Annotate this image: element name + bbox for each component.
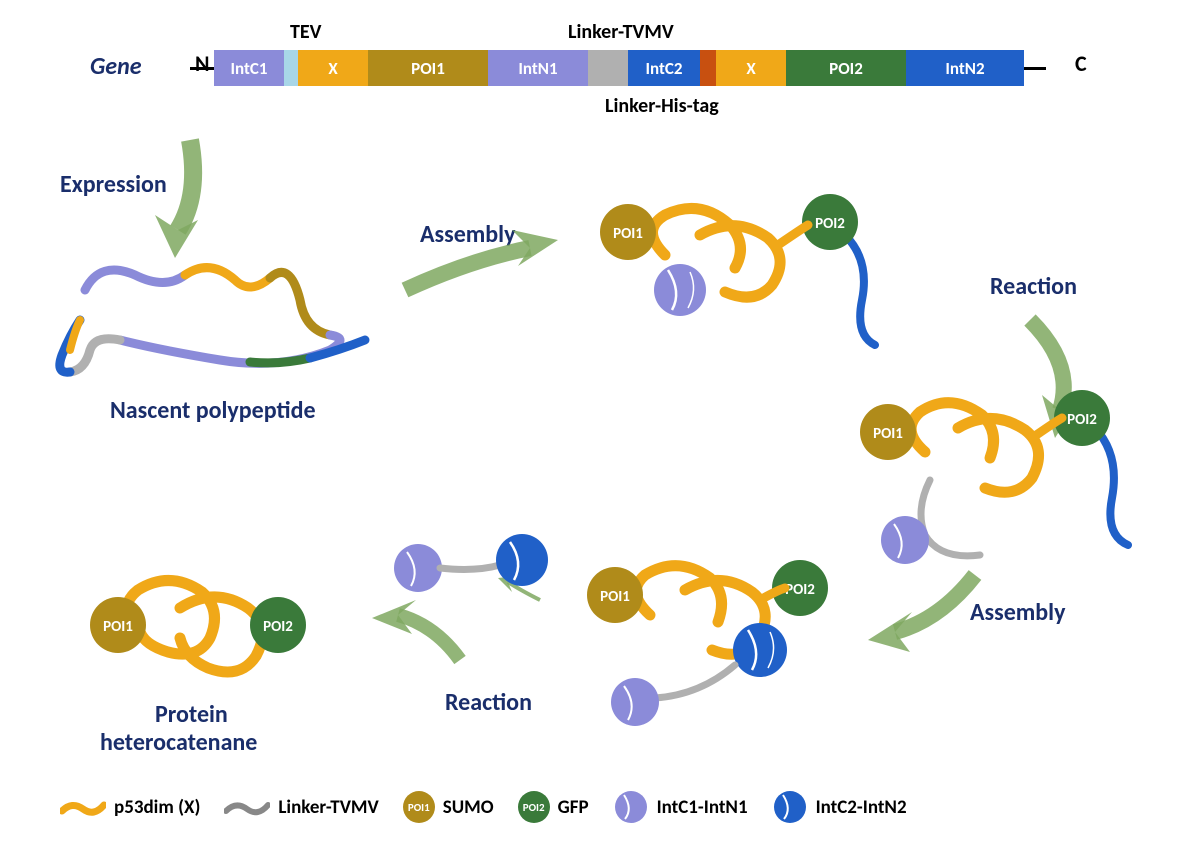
gene-seg-6: IntC2 [628,50,700,86]
annot-linker-his: Linker-His-tag [605,94,719,118]
step-reaction-2: Reaction [445,688,532,717]
gene-seg-8: X [716,50,786,86]
c-terminal: C [1075,50,1087,77]
annot-linker-tvmv: Linker-TVMV [568,20,674,44]
legend-linker-label: Linker-TVMV [278,796,378,819]
step-reaction-1: Reaction [990,272,1077,301]
legend-intc1n1-label: IntC1-IntN1 [657,796,748,819]
legend-sumo-label: SUMO [443,796,494,819]
state-reaction-1: POI1 POI2 [860,390,1128,564]
state-nascent: Nascent polypeptide [110,396,316,425]
legend-gfp: POI2 GFP [518,791,589,823]
gene-seg-7 [700,50,716,86]
gene-seg-2: X [298,50,368,86]
svg-text:POI1: POI1 [613,225,643,243]
svg-text:POI2: POI2 [1067,411,1097,429]
state-assembled-2: POI1 POI2 [587,560,828,726]
gene-label: Gene [90,52,142,81]
legend-linker: Linker-TVMV [224,796,378,819]
state-hetero-1: Protein [155,700,228,729]
step-expression: Expression [60,170,167,199]
svg-text:POI1: POI1 [600,588,630,606]
legend-poi2-icon: POI2 [518,791,550,823]
step-assembly-2: Assembly [970,598,1065,627]
gene-seg-1 [284,50,298,86]
nascent-polypeptide [60,268,365,373]
legend-sumo: POI1 SUMO [403,791,494,823]
legend-intc2n2-label: IntC2-IntN2 [816,796,907,819]
legend-p53dim-label: p53dim (X) [114,796,200,819]
legend-intc2n2: IntC2-IntN2 [772,789,907,825]
svg-text:POI2: POI2 [815,215,845,233]
gene-construct-bar: IntC1XPOI1IntN1IntC2XPOI2IntN2 [190,50,1046,86]
released-byproduct [394,534,548,592]
svg-text:POI2: POI2 [785,581,815,599]
gene-seg-10: IntN2 [906,50,1024,86]
gene-seg-0: IntC1 [214,50,284,86]
gene-seg-4: IntN1 [488,50,588,86]
gene-line-right [1024,67,1046,70]
legend-gfp-label: GFP [558,796,589,819]
gene-line-left [190,67,214,70]
gene-seg-9: POI2 [786,50,906,86]
step-assembly-1: Assembly [420,220,515,249]
svg-text:POI1: POI1 [103,618,133,636]
protein-heterocatenane: POI1 POI2 [90,580,306,672]
state-assembled-1: POI1 POI2 [600,194,875,345]
legend-p53dim: p53dim (X) [60,796,200,819]
gene-seg-3: POI1 [368,50,488,86]
annot-tev: TEV [290,20,321,44]
legend-poi1-icon: POI1 [403,791,435,823]
gene-seg-5 [588,50,628,86]
svg-text:POI1: POI1 [873,425,903,443]
legend-intc1n1: IntC1-IntN1 [613,789,748,825]
legend: p53dim (X) Linker-TVMV POI1 SUMO POI2 GF… [60,789,1160,825]
state-hetero-2: heterocatenane [100,728,257,757]
svg-text:POI2: POI2 [263,618,293,636]
